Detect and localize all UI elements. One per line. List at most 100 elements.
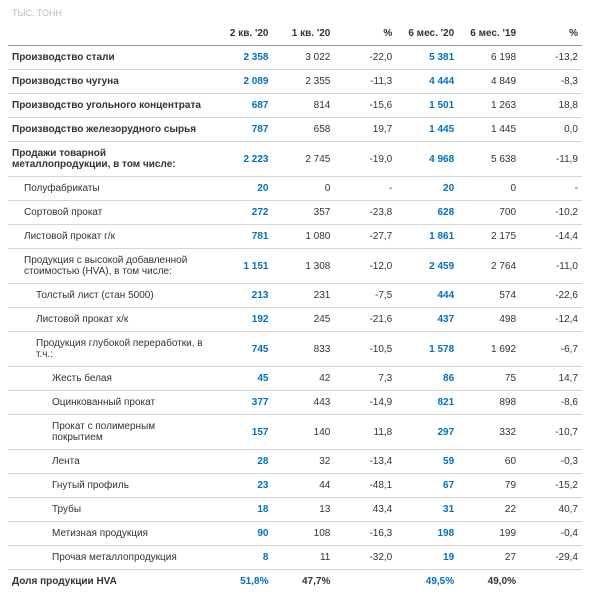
cell: 787 [211,118,273,142]
cell: 5 638 [458,142,520,177]
table-row: Доля продукции HVA51,8%47,7%49,5%49,0% [8,570,582,594]
table-row: Трубы181343,4312240,7 [8,498,582,522]
cell: -8,6 [520,391,582,415]
cell: 332 [458,415,520,450]
cell: 42 [272,367,334,391]
cell: 31 [396,498,458,522]
row-label: Сортовой прокат [8,201,211,225]
table-row: Листовой прокат г/к7811 080-27,71 8612 1… [8,225,582,249]
cell: 377 [211,391,273,415]
cell: 140 [272,415,334,450]
table-row: Метизная продукция90108-16,3198199-0,4 [8,522,582,546]
cell: - [334,177,396,201]
cell: -16,3 [334,522,396,546]
cell: 157 [211,415,273,450]
cell: 833 [272,332,334,367]
table-row: Продажи товарной металлопродукции, в том… [8,142,582,177]
cell: -11,0 [520,249,582,284]
row-label: Производство чугуна [8,70,211,94]
col-header: 1 кв. '20 [272,22,334,46]
cell: 1 151 [211,249,273,284]
cell: 192 [211,308,273,332]
cell: 0,0 [520,118,582,142]
row-label: Листовой прокат х/к [8,308,211,332]
cell: -10,7 [520,415,582,450]
cell: 18,8 [520,94,582,118]
row-label: Доля продукции HVA [8,570,211,594]
table-row: Полуфабрикаты200-200- [8,177,582,201]
cell: 0 [458,177,520,201]
cell: 2 358 [211,46,273,70]
col-header: % [520,22,582,46]
cell: -48,1 [334,474,396,498]
col-header: 6 мес. '20 [396,22,458,46]
col-header: 2 кв. '20 [211,22,273,46]
cell: -0,3 [520,450,582,474]
cell: 14,7 [520,367,582,391]
cell: 2 355 [272,70,334,94]
table-row: Производство стали2 3583 022-22,05 3816 … [8,46,582,70]
cell: 0 [272,177,334,201]
cell: 90 [211,522,273,546]
cell: 32 [272,450,334,474]
cell: -11,3 [334,70,396,94]
cell: 437 [396,308,458,332]
cell: 4 968 [396,142,458,177]
col-header: % [334,22,396,46]
row-label: Листовой прокат г/к [8,225,211,249]
cell: 49,5% [396,570,458,594]
cell: 2 089 [211,70,273,94]
row-label: Толстый лист (стан 5000) [8,284,211,308]
cell: 67 [396,474,458,498]
cell: 2 764 [458,249,520,284]
cell: 23 [211,474,273,498]
cell: -21,6 [334,308,396,332]
row-label: Метизная продукция [8,522,211,546]
table-row: Прокат с полимерным покрытием15714011,82… [8,415,582,450]
cell: -23,8 [334,201,396,225]
cell: -14,4 [520,225,582,249]
cell: 79 [458,474,520,498]
cell: 628 [396,201,458,225]
cell: 8 [211,546,273,570]
cell: 1 263 [458,94,520,118]
cell: 51,8% [211,570,273,594]
cell: -29,4 [520,546,582,570]
cell: 231 [272,284,334,308]
table-row: Производство железорудного сырья78765819… [8,118,582,142]
cell: 40,7 [520,498,582,522]
cell: 19,7 [334,118,396,142]
cell: 4 444 [396,70,458,94]
cell: 108 [272,522,334,546]
col-header-label [8,22,211,46]
cell: 44 [272,474,334,498]
cell: -13,4 [334,450,396,474]
table-row: Прочая металлопродукция811-32,01927-29,4 [8,546,582,570]
table-row: Производство чугуна2 0892 355-11,34 4444… [8,70,582,94]
table-row: Толстый лист (стан 5000)213231-7,5444574… [8,284,582,308]
cell: 2 459 [396,249,458,284]
cell: 199 [458,522,520,546]
cell: 60 [458,450,520,474]
cell: 687 [211,94,273,118]
cell: 700 [458,201,520,225]
cell: 4 849 [458,70,520,94]
cell: 2 175 [458,225,520,249]
cell: 272 [211,201,273,225]
production-table: 2 кв. '20 1 кв. '20 % 6 мес. '20 6 мес. … [8,22,582,593]
cell: 574 [458,284,520,308]
cell: -22,6 [520,284,582,308]
cell: 1 308 [272,249,334,284]
cell: 20 [396,177,458,201]
cell: -8,3 [520,70,582,94]
cell: 20 [211,177,273,201]
cell: 59 [396,450,458,474]
row-label: Трубы [8,498,211,522]
cell: 2 223 [211,142,273,177]
cell [334,570,396,594]
cell: 7,3 [334,367,396,391]
cell: 444 [396,284,458,308]
cell: 11 [272,546,334,570]
row-label: Оцинкованный прокат [8,391,211,415]
cell: 1 578 [396,332,458,367]
